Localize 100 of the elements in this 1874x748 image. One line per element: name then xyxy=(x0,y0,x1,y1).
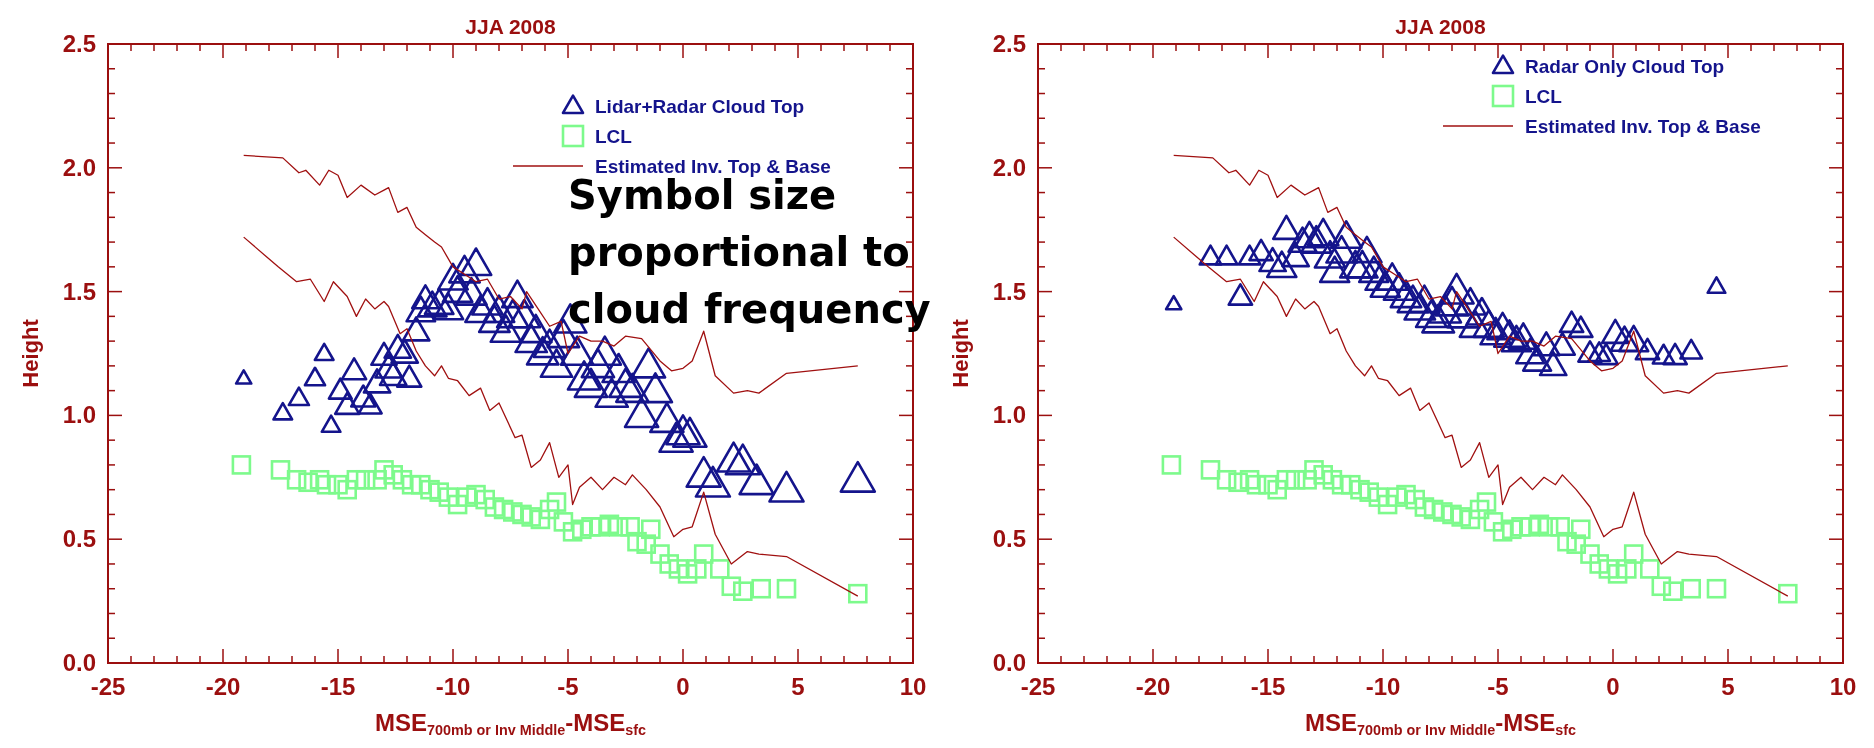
point xyxy=(1239,469,1260,490)
point xyxy=(383,465,403,485)
x-tick-label: -10 xyxy=(1365,673,1401,700)
x-tick-label: 10 xyxy=(1829,673,1857,700)
y-tick-label: 0.0 xyxy=(992,649,1026,676)
point xyxy=(1451,507,1471,527)
point xyxy=(1476,492,1497,512)
point xyxy=(1387,487,1407,507)
point xyxy=(392,469,413,490)
point xyxy=(668,559,689,579)
point xyxy=(1368,487,1389,507)
point xyxy=(848,583,868,604)
point xyxy=(636,534,656,554)
y-axis-title: Height xyxy=(948,318,973,388)
point xyxy=(1359,482,1379,502)
point xyxy=(512,504,532,525)
y-tick-label: 1.0 xyxy=(992,401,1026,429)
point xyxy=(1200,460,1221,480)
point xyxy=(733,581,753,601)
point xyxy=(1607,564,1628,584)
point xyxy=(1557,531,1577,552)
point xyxy=(1331,474,1352,495)
point xyxy=(539,499,560,520)
line-series xyxy=(1173,154,1789,394)
y-tick-label: 1.0 xyxy=(62,401,96,429)
x-tick-label: -20 xyxy=(205,673,241,700)
point xyxy=(1483,512,1504,532)
point xyxy=(1502,519,1522,540)
point xyxy=(562,521,583,542)
legend-label: LCL xyxy=(595,126,633,147)
y-tick-label: 1.5 xyxy=(992,277,1026,305)
point xyxy=(553,512,574,532)
point xyxy=(1313,465,1333,485)
point xyxy=(1681,578,1701,599)
point xyxy=(599,514,620,535)
x-tick-label: -15 xyxy=(320,673,356,700)
point xyxy=(1258,474,1278,495)
point xyxy=(286,469,307,490)
point xyxy=(1589,554,1609,574)
point xyxy=(429,482,449,502)
point xyxy=(1216,469,1237,490)
point xyxy=(231,455,252,475)
y-tick-label: 2.0 xyxy=(62,153,96,181)
point xyxy=(1322,469,1343,490)
y-tick-label: 1.5 xyxy=(62,277,96,305)
point xyxy=(1304,460,1324,480)
x-tick-label: -10 xyxy=(435,673,471,700)
point xyxy=(270,460,291,480)
chart-title: JJA 2008 xyxy=(465,15,556,38)
point xyxy=(776,578,797,599)
point xyxy=(572,519,592,540)
point xyxy=(530,509,551,530)
y-tick-label: 0.5 xyxy=(62,525,96,553)
point xyxy=(1350,479,1370,500)
point xyxy=(1267,479,1287,500)
x-axis-title: MSE$_{700mb or Inv Middle}$-MSE$_{sfc}$ xyxy=(1304,709,1577,738)
point xyxy=(1469,499,1490,520)
point xyxy=(309,469,330,490)
point xyxy=(1276,469,1297,490)
point xyxy=(1228,472,1248,493)
x-tick-label: 5 xyxy=(1721,673,1735,700)
point xyxy=(1246,474,1267,495)
point xyxy=(721,576,742,597)
x-tick-label: 0 xyxy=(1606,673,1620,700)
point xyxy=(1550,517,1570,537)
point xyxy=(438,487,459,507)
x-axis-title: MSE$_{700mb or Inv Middle}$-MSE$_{sfc}$ xyxy=(374,709,647,738)
y-axis-title: Height xyxy=(18,318,43,388)
point xyxy=(521,507,541,527)
x-tick-label: -5 xyxy=(557,673,579,700)
point xyxy=(1492,521,1513,542)
y-tick-label: 0.5 xyxy=(992,525,1026,553)
point xyxy=(1405,489,1425,510)
point xyxy=(1571,519,1591,540)
point xyxy=(401,474,422,495)
legend-label: Lidar+Radar Cloud Top xyxy=(595,96,805,117)
point xyxy=(1663,581,1683,601)
point xyxy=(1442,504,1462,525)
point xyxy=(687,559,707,579)
point xyxy=(337,479,357,500)
x-tick-label: -15 xyxy=(1250,673,1286,700)
point xyxy=(1623,544,1644,564)
point xyxy=(1377,494,1398,515)
point xyxy=(1460,509,1481,530)
chart-title: JJA 2008 xyxy=(1395,15,1486,38)
point xyxy=(1433,502,1453,522)
point xyxy=(1778,583,1798,604)
x-tick-label: 0 xyxy=(676,673,690,700)
point xyxy=(1706,578,1727,599)
point xyxy=(1566,534,1586,554)
point xyxy=(677,564,698,584)
point xyxy=(503,502,523,522)
point xyxy=(1538,517,1559,537)
x-tick-label: -20 xyxy=(1135,673,1171,700)
point xyxy=(1423,499,1444,520)
point xyxy=(466,484,486,505)
legend-label: Radar Only Cloud Top xyxy=(1525,56,1725,77)
point xyxy=(374,460,394,480)
y-tick-label: 2.0 xyxy=(992,153,1026,181)
point xyxy=(546,492,567,512)
